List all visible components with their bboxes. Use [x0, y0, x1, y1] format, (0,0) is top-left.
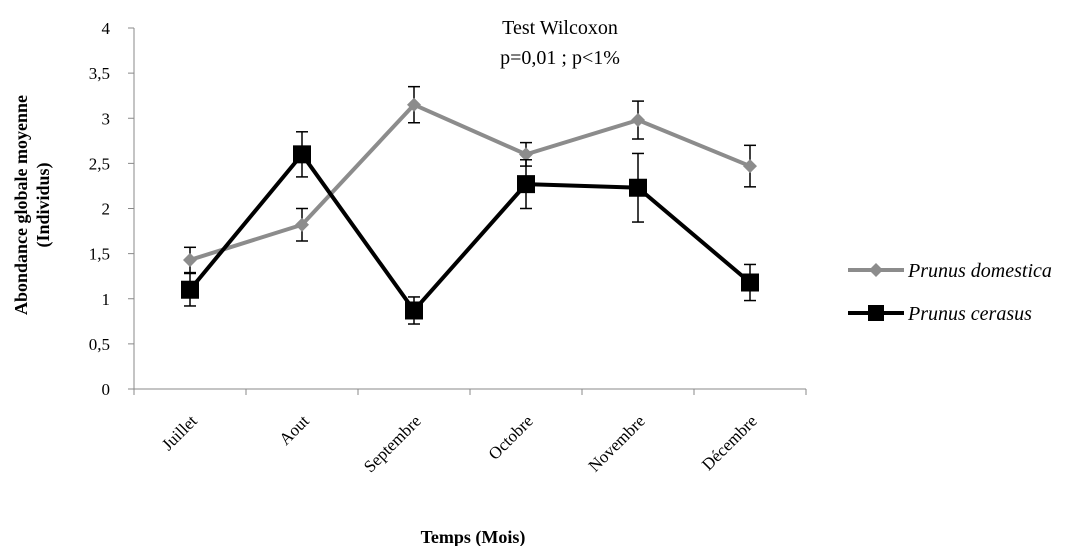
x-tick-label: Aout: [275, 411, 313, 449]
y-tick-label: 0: [102, 380, 111, 399]
legend-label: Prunus cerasus: [907, 303, 1032, 325]
y-tick-label: 2: [102, 200, 111, 219]
series-prunus-cerasus: [181, 132, 759, 324]
axes: 0 0,5 1 1,5 2 2,5 3 3,5 4 Juillet Aout Septembre Oct…: [89, 19, 806, 476]
y-tick-label: 4: [102, 19, 111, 38]
y-tick-label: 3: [102, 109, 111, 128]
x-tick-label: Décembre: [698, 411, 761, 474]
x-tick-label: Octobre: [485, 411, 537, 463]
data-point: [517, 175, 535, 193]
text-layer: Test Wilcoxon p=0,01 ; p<1% Temps (Mois)…: [11, 17, 620, 546]
annotation-line-1: Test Wilcoxon: [502, 17, 618, 39]
x-tick-label: Juillet: [158, 411, 201, 454]
x-axis-title: Temps (Mois): [421, 527, 526, 546]
data-point: [181, 281, 199, 299]
legend-label: Prunus domestica: [907, 260, 1052, 282]
series-layer: [181, 87, 759, 324]
legend-marker: [869, 263, 883, 277]
x-tick-label: Septembre: [360, 411, 425, 476]
y-tick-label: 1,5: [89, 245, 110, 264]
y-tick-label: 3,5: [89, 64, 110, 83]
legend-item-prunus-cerasus: Prunus cerasus: [848, 303, 1032, 325]
y-tick-label: 0,5: [89, 335, 110, 354]
data-point: [629, 179, 647, 197]
series-line: [190, 105, 750, 260]
data-point: [293, 145, 311, 163]
y-tick-label: 2,5: [89, 154, 110, 173]
data-point: [405, 301, 423, 319]
y-axis-title-line-2: (Individus): [33, 162, 54, 247]
x-tick-label: Novembre: [585, 411, 649, 475]
annotation-line-2: p=0,01 ; p<1%: [500, 47, 620, 69]
y-axis-title-line-1: Abondance globale moyenne: [11, 95, 31, 315]
legend-marker: [868, 305, 884, 321]
y-tick-label: 1: [102, 290, 111, 309]
data-point: [183, 253, 197, 267]
legend: Prunus domestica Prunus cerasus: [848, 260, 1052, 325]
data-point: [743, 159, 757, 173]
data-point: [631, 113, 645, 127]
legend-item-prunus-domestica: Prunus domestica: [848, 260, 1052, 282]
data-point: [741, 274, 759, 292]
